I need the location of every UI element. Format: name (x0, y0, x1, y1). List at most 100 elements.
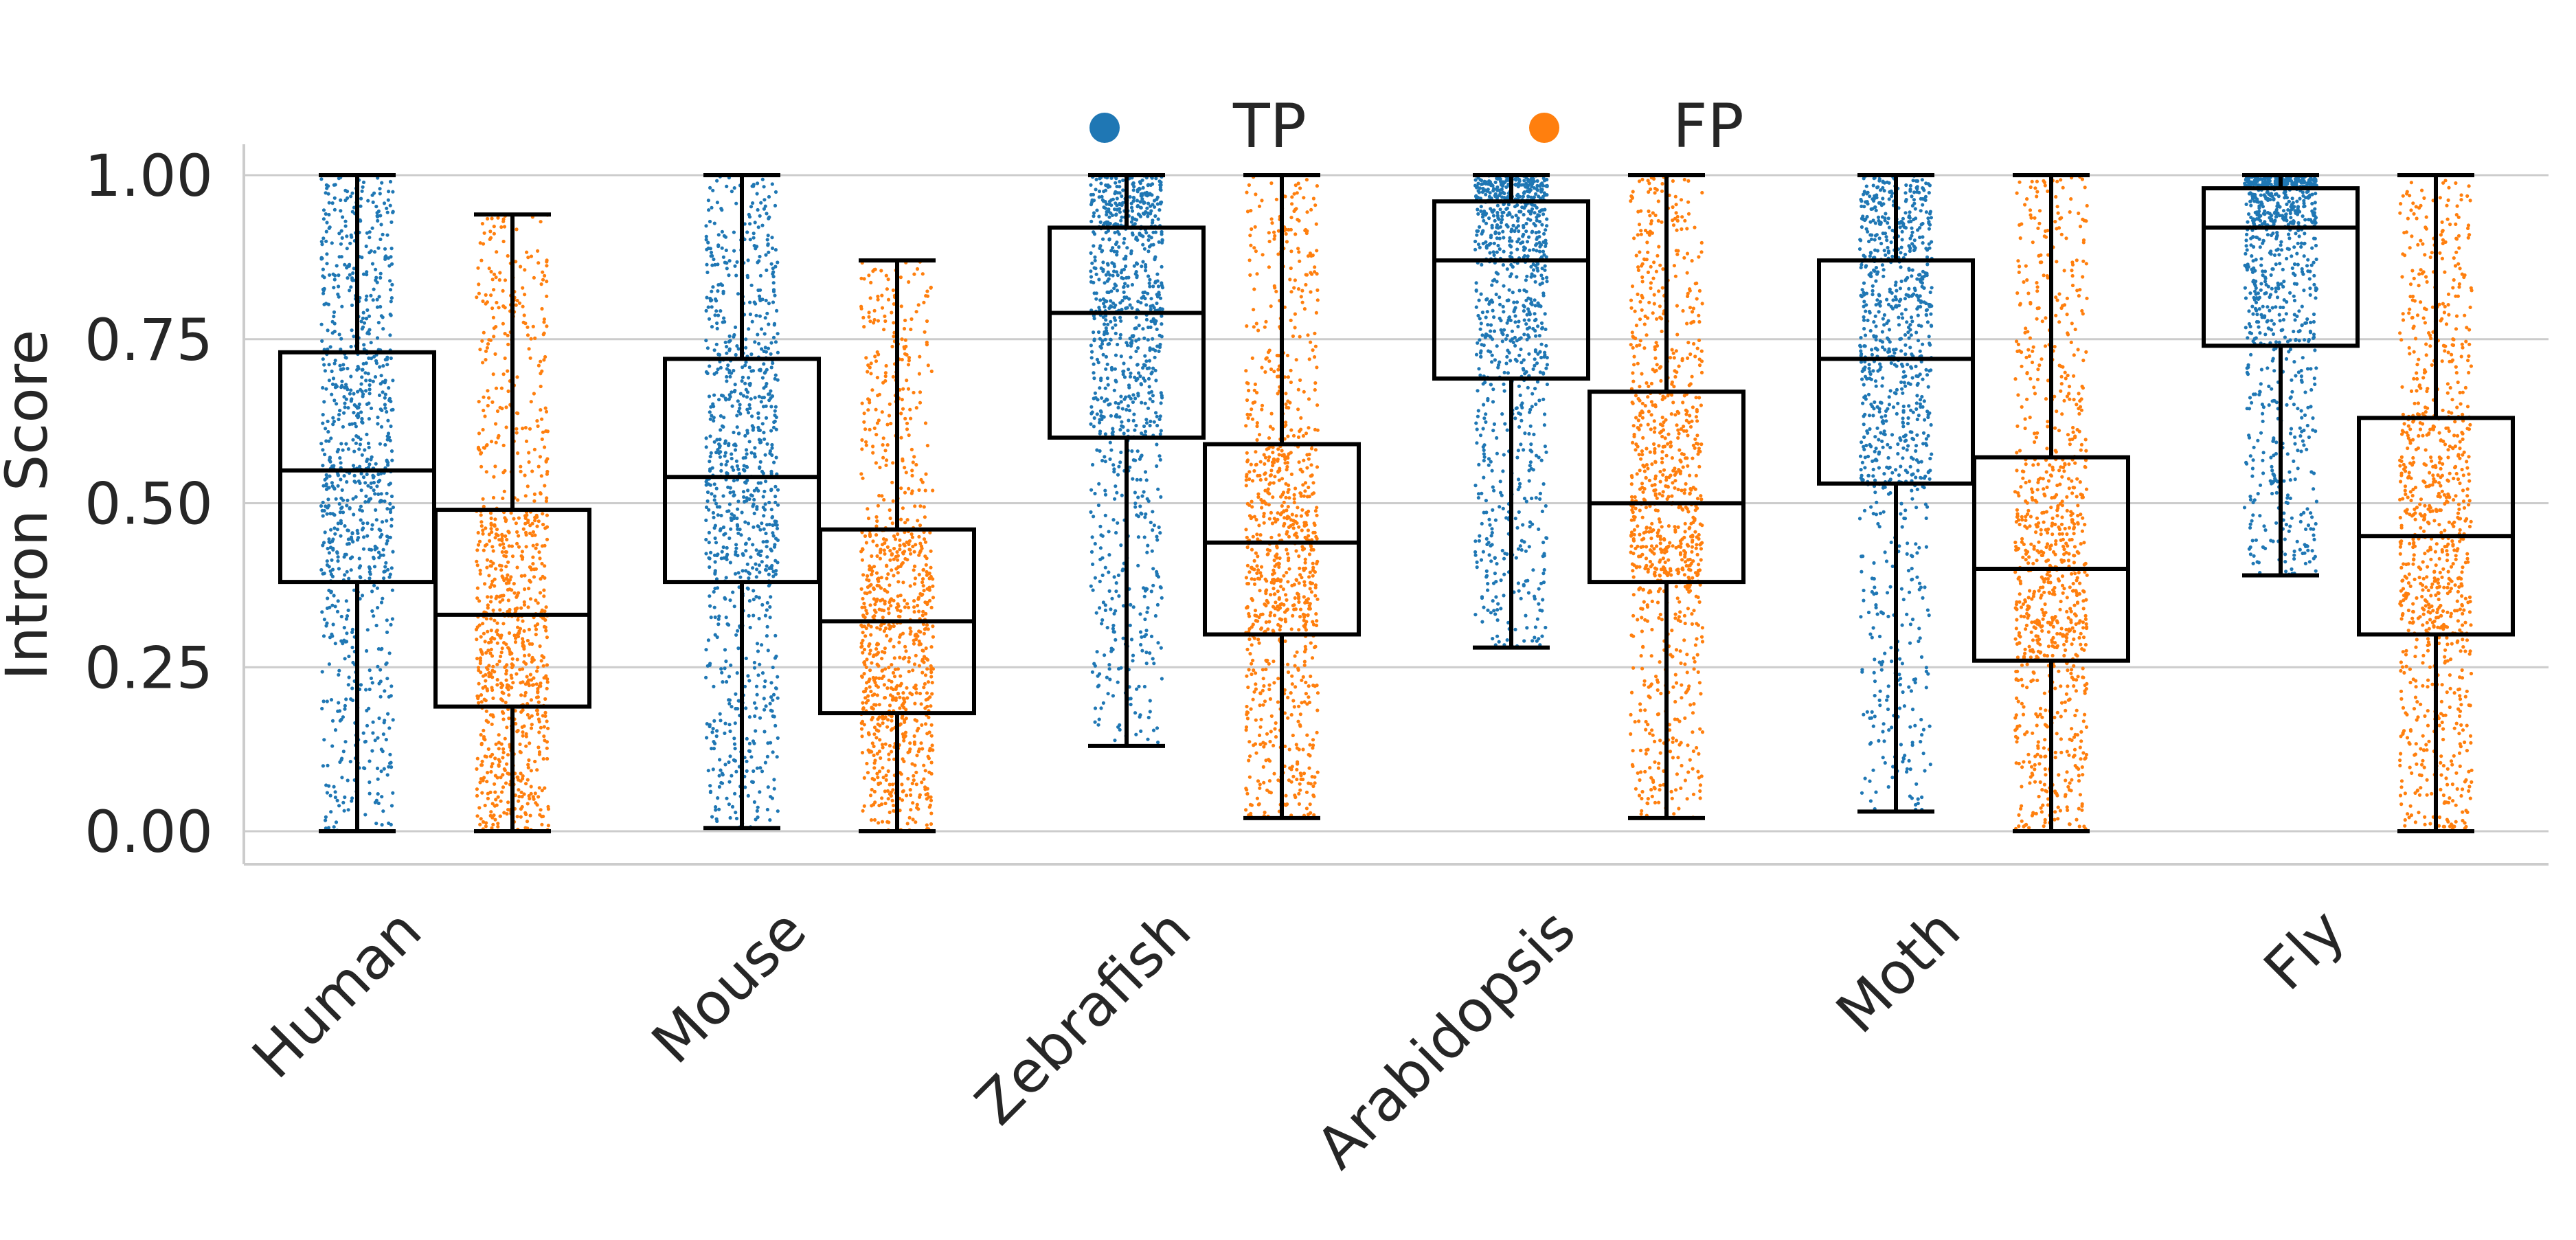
point (326, 420, 330, 423)
point (1139, 643, 1142, 646)
point (1896, 402, 1899, 405)
point (723, 666, 727, 670)
point (1877, 201, 1881, 205)
point (764, 480, 767, 483)
point (1483, 455, 1487, 459)
point (1910, 319, 1914, 323)
point (1484, 510, 1488, 514)
point (1521, 234, 1524, 238)
point (1522, 309, 1526, 313)
point (1104, 609, 1107, 612)
point (346, 276, 349, 280)
point (1926, 609, 1930, 612)
point (1902, 409, 1906, 412)
point (1091, 410, 1094, 414)
point (321, 422, 324, 425)
point (765, 382, 768, 385)
point (1520, 548, 1524, 552)
point (1908, 591, 1911, 594)
point (2296, 205, 2300, 208)
point (321, 572, 325, 576)
point (721, 680, 724, 684)
point (1496, 204, 1500, 207)
point (1927, 434, 1930, 438)
point (1925, 373, 1929, 376)
point (366, 330, 370, 334)
point (765, 608, 769, 611)
point (776, 527, 779, 530)
point (379, 305, 382, 308)
point (378, 365, 381, 369)
point (2285, 357, 2288, 361)
point (752, 502, 755, 506)
point (365, 649, 368, 653)
point (1487, 518, 1491, 521)
point (328, 225, 332, 229)
point (2287, 200, 2291, 203)
point (373, 492, 376, 495)
point (1878, 223, 1882, 226)
point (1875, 338, 1878, 341)
point (1156, 488, 1160, 491)
point (1118, 301, 1122, 304)
point (1094, 721, 1097, 724)
point (1480, 322, 1483, 325)
point (1138, 504, 1142, 508)
point (352, 411, 355, 414)
point (1148, 385, 1151, 388)
point (1929, 210, 1932, 214)
point (770, 236, 773, 239)
point (718, 438, 721, 441)
point (372, 475, 376, 478)
point (1131, 401, 1135, 404)
point (1923, 585, 1926, 589)
point (776, 539, 780, 542)
point (1522, 448, 1525, 451)
point (716, 352, 720, 356)
point (345, 617, 348, 620)
point (1862, 300, 1866, 303)
point (1909, 220, 1912, 223)
point (1541, 212, 1545, 216)
point (705, 736, 708, 739)
point (1129, 624, 1132, 627)
point (758, 790, 761, 793)
point (756, 412, 760, 415)
point (1908, 210, 1912, 214)
point (340, 506, 343, 509)
point (1924, 368, 1928, 372)
point (2290, 390, 2294, 394)
point (2295, 252, 2298, 256)
point (1144, 629, 1148, 632)
point (1524, 222, 1528, 225)
point (2272, 332, 2275, 336)
point (1113, 231, 1116, 234)
point (1859, 294, 1862, 297)
point (376, 493, 380, 496)
point (1871, 289, 1875, 293)
point (1861, 288, 1864, 291)
point (376, 778, 380, 781)
point (765, 523, 769, 526)
point (1928, 335, 1931, 338)
point (1144, 651, 1148, 654)
point (1504, 337, 1508, 341)
point (1156, 641, 1160, 644)
point (1089, 269, 1092, 273)
point (324, 815, 328, 819)
point (326, 328, 330, 332)
point (741, 365, 744, 369)
point (1898, 706, 1901, 710)
point (1098, 606, 1101, 609)
point (1888, 181, 1891, 185)
point (1870, 207, 1873, 211)
point (734, 692, 737, 696)
point (1089, 251, 1093, 255)
point (1113, 249, 1116, 253)
point (1509, 359, 1512, 362)
point (390, 804, 394, 807)
point (391, 550, 394, 554)
point (326, 699, 329, 703)
point (1919, 324, 1923, 328)
point (1912, 179, 1915, 182)
